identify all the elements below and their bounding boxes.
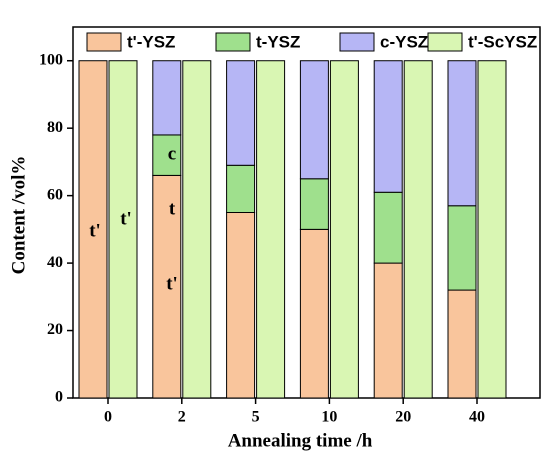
bar-segment bbox=[373, 191, 403, 264]
legend-swatch bbox=[427, 32, 463, 52]
bar-segment bbox=[403, 60, 433, 399]
y-tick-label: 20 bbox=[47, 321, 63, 338]
legend-label: t'-YSZ bbox=[127, 32, 175, 51]
bar-segment bbox=[447, 60, 477, 207]
annotation: t bbox=[169, 198, 176, 219]
bar-segment bbox=[226, 164, 256, 213]
annotation: c bbox=[168, 143, 176, 164]
x-tick-label: 10 bbox=[321, 409, 337, 426]
bar-segment bbox=[108, 60, 138, 399]
y-tick-label: 0 bbox=[55, 389, 63, 406]
bar-segment bbox=[299, 228, 329, 399]
annotation: t' bbox=[89, 220, 101, 241]
bar-segment bbox=[299, 178, 329, 230]
bar-segment bbox=[226, 60, 256, 166]
x-tick-label: 0 bbox=[104, 409, 112, 426]
legend-swatch bbox=[339, 32, 375, 52]
annotation: t' bbox=[120, 208, 132, 229]
bar-segment bbox=[329, 60, 359, 399]
bar-segment bbox=[373, 262, 403, 399]
bar-segment bbox=[373, 60, 403, 193]
y-tick-label: 60 bbox=[47, 186, 63, 203]
legend-label: c-YSZ bbox=[380, 32, 428, 51]
x-axis-label: Annealing time /h bbox=[228, 430, 373, 451]
y-tick-label: 80 bbox=[47, 119, 63, 136]
x-tick-label: 20 bbox=[395, 409, 411, 426]
bar-segment bbox=[78, 60, 108, 399]
bar-segment bbox=[152, 60, 182, 136]
bar-segment bbox=[299, 60, 329, 180]
y-tick-label: 40 bbox=[47, 254, 63, 271]
x-tick-label: 2 bbox=[178, 409, 186, 426]
x-tick-label: 5 bbox=[252, 409, 260, 426]
annotation: t' bbox=[166, 273, 178, 294]
bar-segment bbox=[182, 60, 212, 399]
bar-segment bbox=[447, 205, 477, 291]
y-axis-label: Content /vol% bbox=[8, 156, 29, 275]
legend-label: t-YSZ bbox=[256, 32, 300, 51]
bar-segment bbox=[226, 212, 256, 399]
x-tick-label: 40 bbox=[469, 409, 485, 426]
bar-segment bbox=[477, 60, 507, 399]
bar-segment bbox=[447, 289, 477, 399]
legend-label: t'-ScYSZ bbox=[468, 32, 537, 51]
legend-swatch bbox=[215, 32, 251, 52]
y-tick-label: 100 bbox=[39, 51, 63, 68]
bar-segment bbox=[256, 60, 286, 399]
legend-swatch bbox=[86, 32, 122, 52]
